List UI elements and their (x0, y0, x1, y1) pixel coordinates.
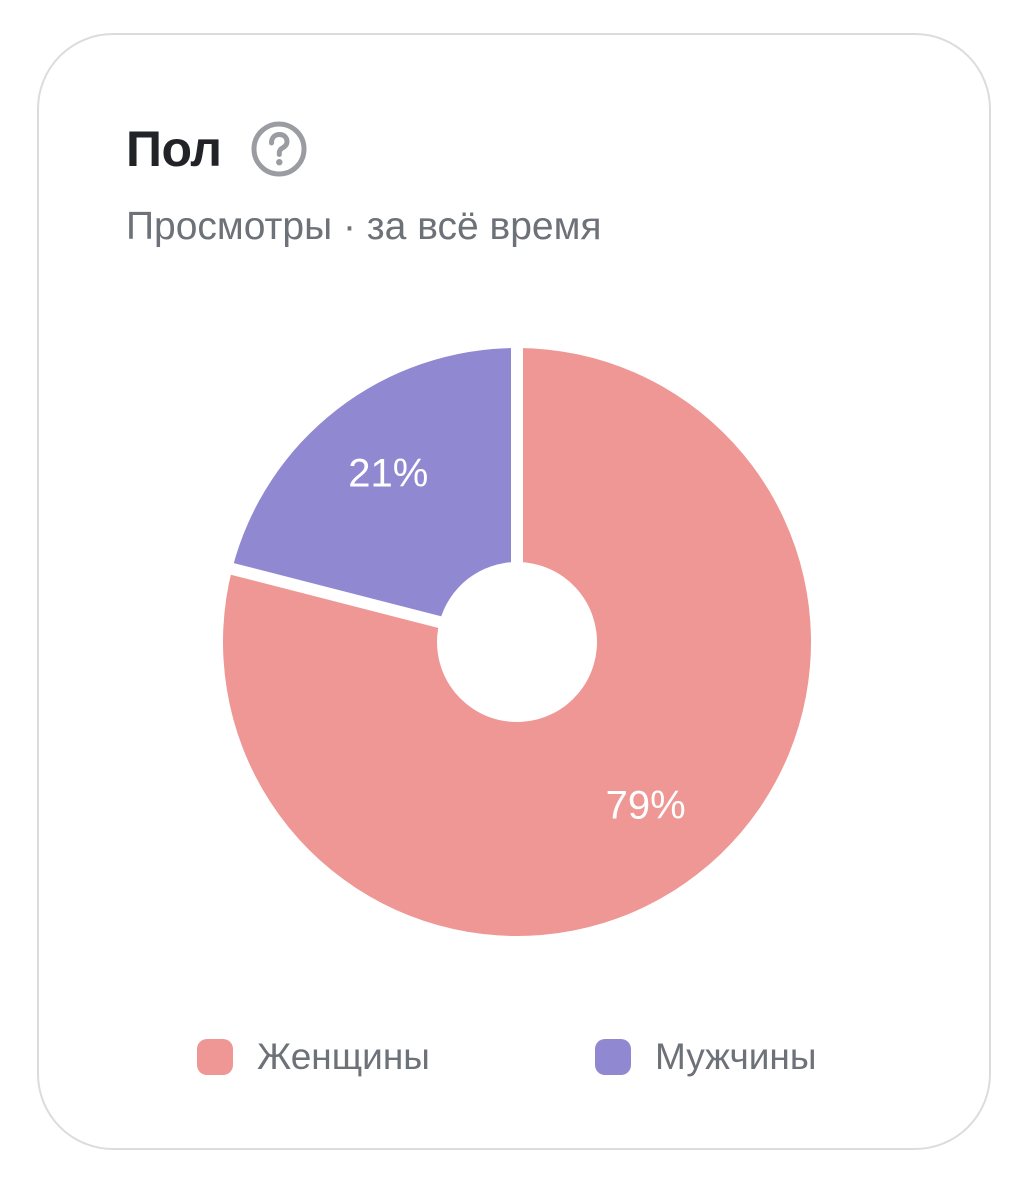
card-header: Пол (126, 120, 308, 178)
legend-label-male: Мужчины (655, 1036, 817, 1077)
legend-label-female: Женщины (257, 1036, 430, 1077)
pie-label-female: 79% (606, 783, 686, 827)
legend-swatch-female (197, 1039, 233, 1075)
pie-slice-female[interactable] (223, 348, 812, 936)
chart-legend: Женщины Мужчины (39, 1035, 993, 1079)
card-title: Пол (126, 121, 222, 177)
legend-swatch-male (595, 1039, 631, 1075)
pie-slice-male[interactable] (232, 348, 517, 623)
gender-card: Пол Просмотры · за всё время 79% 21% Женщ… (37, 33, 991, 1150)
card-subtitle: Просмотры · за всё время (126, 205, 602, 248)
gender-donut-chart: 79% 21% (223, 344, 812, 936)
pie-label-male: 21% (348, 452, 428, 496)
legend-item-female: Женщины (197, 1035, 430, 1079)
slice-separator (226, 562, 443, 629)
question-circle-icon[interactable] (250, 120, 308, 178)
legend-item-male: Мужчины (595, 1035, 816, 1079)
